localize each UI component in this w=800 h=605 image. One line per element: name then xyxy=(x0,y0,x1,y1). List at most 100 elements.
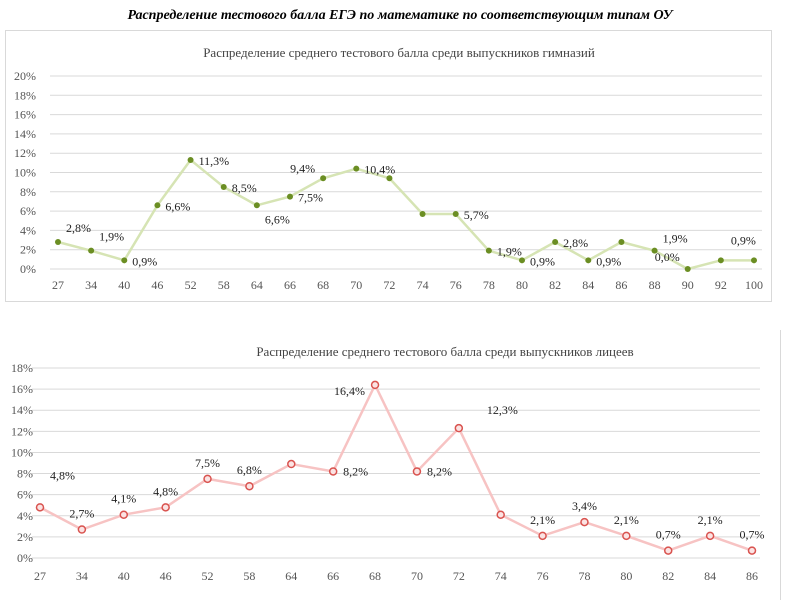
data-label: 1,9% xyxy=(663,232,688,246)
data-label: 6,8% xyxy=(237,463,262,477)
series-line xyxy=(39,382,753,552)
y-tick-label: 20% xyxy=(14,69,36,83)
x-tick-label: 72 xyxy=(383,278,395,292)
data-label: 0,9% xyxy=(731,233,756,247)
data-label: 3,4% xyxy=(572,499,597,513)
data-point xyxy=(496,510,505,519)
chart-title: Распределение среднего тестового балла с… xyxy=(256,344,633,359)
x-tick-label: 72 xyxy=(453,569,465,583)
x-tick-label: 100 xyxy=(745,278,763,292)
data-label: 1,9% xyxy=(99,230,124,244)
x-tick-label: 46 xyxy=(160,569,172,583)
y-tick-label: 0% xyxy=(20,262,36,276)
y-tick-label: 0% xyxy=(17,551,33,565)
chart-title: Распределение среднего тестового балла с… xyxy=(203,45,595,60)
page-title: Распределение тестового балла ЕГЭ по мат… xyxy=(127,8,673,23)
data-point xyxy=(187,156,194,163)
data-label: 7,5% xyxy=(298,191,323,205)
x-tick-label: 80 xyxy=(516,278,528,292)
data-point xyxy=(538,531,547,541)
data-label: 0,0% xyxy=(655,250,680,264)
x-tick-label: 68 xyxy=(317,278,329,292)
data-label: 10,4% xyxy=(364,163,395,177)
x-tick-label: 86 xyxy=(746,569,758,583)
data-point xyxy=(651,247,658,254)
data-label: 4,1% xyxy=(111,492,136,506)
y-tick-label: 18% xyxy=(14,88,36,102)
y-tick-label: 12% xyxy=(14,146,36,160)
data-point xyxy=(386,175,393,182)
data-label: 2,7% xyxy=(69,507,94,521)
data-point xyxy=(287,459,296,469)
data-point xyxy=(88,247,95,254)
x-tick-label: 76 xyxy=(537,569,549,583)
data-label: 16,4% xyxy=(334,384,365,398)
y-tick-label: 14% xyxy=(14,127,36,141)
data-point xyxy=(328,467,338,476)
x-tick-label: 70 xyxy=(411,569,423,583)
x-tick-label: 88 xyxy=(649,278,661,292)
x-tick-label: 52 xyxy=(185,278,197,292)
data-label: 2,1% xyxy=(530,513,555,527)
data-point xyxy=(751,257,757,264)
data-point xyxy=(253,202,260,209)
y-tick-label: 10% xyxy=(14,166,36,180)
data-point xyxy=(320,175,327,182)
data-point xyxy=(203,474,212,484)
data-label: 1,9% xyxy=(497,245,522,259)
data-point xyxy=(454,423,464,433)
series-line xyxy=(57,158,754,271)
x-tick-label: 64 xyxy=(251,278,263,292)
x-tick-label: 90 xyxy=(682,278,694,292)
data-point xyxy=(717,257,724,264)
data-label: 7,5% xyxy=(195,456,220,470)
x-tick-label: 84 xyxy=(704,569,716,583)
data-point xyxy=(580,517,589,527)
x-tick-label: 86 xyxy=(615,278,627,292)
data-label: 2,8% xyxy=(563,236,588,250)
y-tick-label: 8% xyxy=(17,467,33,481)
data-point xyxy=(245,481,254,491)
x-tick-label: 66 xyxy=(284,278,296,292)
x-tick-label: 27 xyxy=(52,278,64,292)
data-point xyxy=(119,510,129,519)
x-tick-label: 52 xyxy=(202,569,214,583)
x-tick-label: 74 xyxy=(495,569,507,583)
data-label: 0,9% xyxy=(530,254,555,268)
y-tick-label: 18% xyxy=(11,361,33,375)
x-tick-label: 66 xyxy=(327,569,339,583)
x-tick-label: 92 xyxy=(715,278,727,292)
data-point xyxy=(663,546,673,555)
y-tick-label: 10% xyxy=(11,445,33,459)
data-label: 12,3% xyxy=(487,403,518,417)
data-label: 0,7% xyxy=(656,528,681,542)
x-tick-label: 82 xyxy=(549,278,561,292)
data-point xyxy=(519,257,525,264)
data-point xyxy=(412,467,422,476)
y-tick-label: 4% xyxy=(20,223,36,237)
y-tick-label: 2% xyxy=(20,243,36,257)
x-tick-label: 34 xyxy=(76,569,88,583)
data-label: 4,8% xyxy=(153,484,178,498)
data-point xyxy=(55,238,61,245)
data-label: 0,7% xyxy=(740,528,765,542)
data-point xyxy=(161,503,170,512)
x-tick-label: 40 xyxy=(118,278,130,292)
x-tick-label: 82 xyxy=(662,569,674,583)
x-tick-label: 46 xyxy=(151,278,163,292)
x-tick-label: 78 xyxy=(578,569,590,583)
y-tick-label: 6% xyxy=(17,488,33,502)
data-label: 2,8% xyxy=(66,221,91,235)
data-point xyxy=(705,531,715,541)
x-tick-label: 58 xyxy=(243,569,255,583)
x-tick-label: 70 xyxy=(350,278,362,292)
data-point xyxy=(747,546,757,555)
gymnasium-chart-svg: Распределение среднего тестового балла с… xyxy=(14,45,763,292)
x-tick-label: 27 xyxy=(34,569,46,583)
x-tick-label: 68 xyxy=(369,569,381,583)
data-point xyxy=(353,165,360,172)
y-tick-label: 8% xyxy=(20,185,36,199)
data-label: 2,1% xyxy=(698,513,723,527)
y-tick-label: 2% xyxy=(17,530,33,544)
y-tick-label: 16% xyxy=(11,382,33,396)
